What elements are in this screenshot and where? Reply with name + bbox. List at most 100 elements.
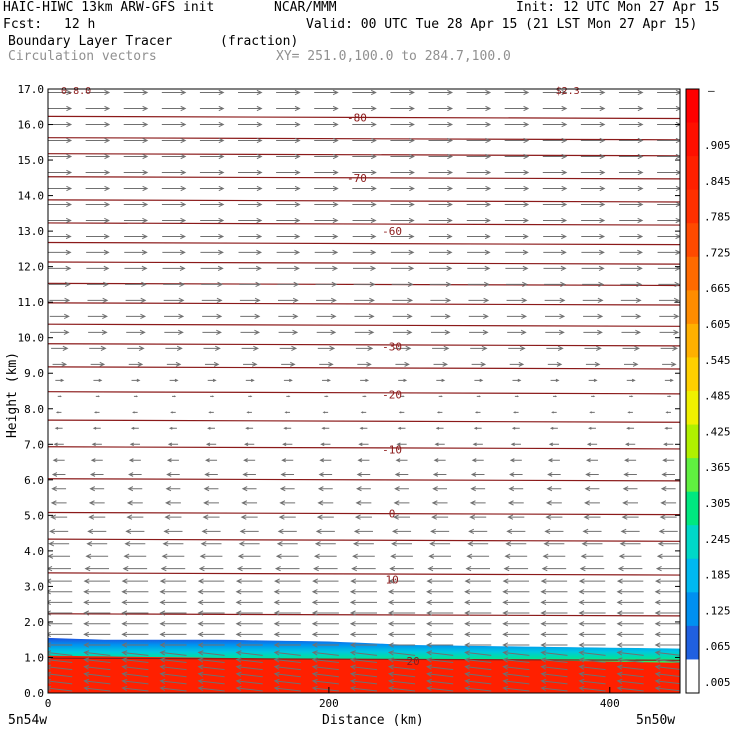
wind-vector — [391, 528, 412, 534]
wind-vector — [199, 89, 225, 96]
wind-vector — [48, 265, 72, 272]
wind-vector — [657, 137, 680, 144]
wind-vector — [235, 621, 263, 627]
wind-vector — [123, 121, 149, 128]
wind-vector — [588, 378, 598, 382]
wind-vector — [387, 621, 416, 627]
wind-vector — [580, 89, 606, 96]
wind-vector — [235, 685, 263, 692]
wind-vector — [317, 486, 333, 492]
wind-vector — [349, 589, 377, 595]
wind-vector — [89, 486, 105, 492]
wind-vector — [197, 650, 225, 656]
wind-vector — [622, 500, 639, 506]
wind-vector — [504, 553, 528, 559]
wind-vector — [426, 610, 454, 616]
wind-vector — [48, 578, 72, 584]
wind-vector — [311, 671, 339, 678]
wind-vector — [312, 578, 339, 584]
wind-vector — [123, 153, 149, 160]
wind-vector — [85, 217, 110, 224]
wind-vector — [311, 631, 339, 638]
wind-vector — [397, 426, 406, 430]
y-tick-label: 15.0 — [18, 154, 45, 167]
wind-vector — [466, 169, 492, 176]
wind-vector — [469, 500, 486, 506]
wind-vector — [275, 553, 299, 559]
wind-vector — [584, 486, 600, 492]
wind-vector — [616, 589, 644, 595]
wind-vector — [432, 345, 450, 351]
wind-vector — [243, 458, 256, 463]
wind-vector — [387, 657, 416, 664]
wind-vector — [426, 657, 454, 664]
wind-vector — [197, 671, 225, 678]
wind-vector — [90, 458, 103, 463]
wind-vector — [580, 169, 606, 176]
x-tick-label: 0 — [45, 697, 52, 710]
wind-vector — [578, 678, 606, 685]
colorbar-label: .185 — [704, 569, 731, 582]
wind-vector — [314, 89, 339, 96]
wind-vector — [390, 137, 415, 144]
wind-vector — [390, 233, 415, 240]
wind-vector — [197, 578, 225, 584]
wind-vector — [200, 217, 225, 224]
wind-vector — [245, 426, 254, 430]
contour-label: 20 — [407, 655, 420, 668]
wind-vector — [319, 361, 334, 367]
wind-vector — [657, 169, 680, 176]
wind-vector — [507, 500, 524, 506]
wind-vector — [426, 631, 454, 638]
y-tick-label: 13.0 — [18, 225, 45, 238]
y-tick-label: 9.0 — [24, 367, 44, 380]
wind-vector — [125, 297, 147, 304]
wind-vector — [279, 500, 296, 506]
wind-vector — [273, 599, 301, 606]
colorbar-swatch — [686, 156, 699, 191]
wind-vector — [349, 657, 378, 664]
wind-vector — [543, 217, 568, 224]
wind-vector — [584, 345, 602, 351]
wind-vector — [464, 671, 492, 678]
contour-label: -10 — [382, 444, 402, 457]
wind-vector — [540, 657, 568, 664]
wind-vector — [349, 599, 377, 606]
wind-vector — [509, 361, 525, 367]
wind-vector — [127, 486, 143, 492]
wind-vector — [352, 121, 377, 128]
wind-vector — [316, 297, 337, 304]
wind-vector — [428, 105, 454, 112]
wind-vector — [508, 345, 526, 351]
wind-vector — [390, 169, 415, 176]
wind-vector — [426, 678, 454, 685]
wind-vector — [502, 657, 530, 664]
wind-vector — [400, 395, 405, 398]
y-tick-label: 10.0 — [18, 332, 45, 345]
wind-vector — [544, 313, 566, 320]
wind-vector — [359, 426, 368, 430]
wind-vector — [314, 137, 339, 144]
wind-vector — [464, 589, 492, 595]
wind-vector — [48, 233, 72, 240]
wind-vector — [49, 528, 69, 534]
wind-vector — [581, 249, 605, 256]
wind-vector — [162, 265, 186, 272]
wind-vector — [159, 664, 187, 671]
wind-vector — [507, 514, 525, 520]
wind-vector — [89, 472, 104, 477]
wind-vector — [273, 657, 301, 664]
isotherm-line — [48, 261, 680, 265]
wind-vector — [616, 599, 644, 606]
wind-vector — [362, 395, 367, 398]
wind-vector — [349, 610, 377, 616]
wind-vector — [662, 361, 677, 367]
isotherm-line — [48, 511, 680, 516]
wind-vector — [581, 217, 606, 224]
wind-vector — [205, 442, 217, 447]
wind-vector — [471, 361, 487, 367]
colorbar-swatch — [686, 391, 699, 426]
colorbar-label: .605 — [704, 318, 731, 331]
wind-vector — [273, 642, 301, 648]
wind-vector — [626, 378, 636, 382]
